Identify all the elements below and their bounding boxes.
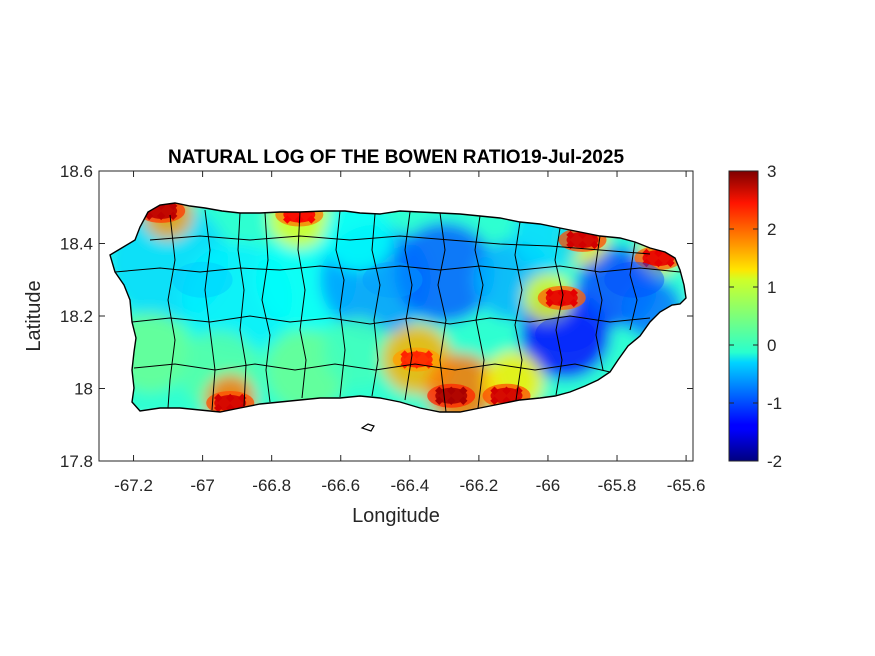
offshore-islet [360, 423, 375, 432]
cool-area-2 [535, 316, 596, 353]
colorbar-tick-label: -1 [767, 394, 782, 413]
hotspot-5 [392, 347, 441, 372]
x-tick-label: -66.6 [321, 476, 360, 495]
municipal-boundaries [114, 209, 681, 413]
x-tick-label: -66.2 [460, 476, 499, 495]
y-tick-label: 18.6 [60, 162, 93, 181]
colorbar-tick-label: 0 [767, 336, 776, 355]
colorbar-tick-label: -2 [767, 452, 782, 471]
colorbar-ticks: 3 2 1 0 -1 -2 [729, 162, 782, 471]
x-tick-label: -65.6 [667, 476, 706, 495]
colorbar-tick-label: 1 [767, 278, 776, 297]
colorbar-tick-label: 2 [767, 220, 776, 239]
x-tick-label: -66.4 [390, 476, 429, 495]
x-axis-label: Longitude [352, 505, 440, 527]
y-axis-ticks: 17.8 18 18.2 18.4 18.6 [60, 162, 693, 471]
y-tick-label: 18.4 [60, 235, 93, 254]
y-tick-label: 17.8 [60, 452, 93, 471]
y-axis-label: Latitude [23, 280, 45, 351]
colorbar-tick-label: 3 [767, 162, 776, 181]
hotspot-6 [537, 285, 586, 310]
x-axis-ticks: -67.2 -67 -66.8 -66.6 -66.4 -66.2 -66 -65.8 -65.… [114, 171, 705, 495]
cool-area-1 [362, 261, 423, 298]
x-tick-label: -67 [190, 476, 215, 495]
x-tick-label: -66 [536, 476, 561, 495]
cool-area-0 [172, 261, 233, 298]
colorbar [728, 170, 759, 462]
x-tick-label: -66.8 [252, 476, 291, 495]
y-tick-label: 18.2 [60, 307, 93, 326]
cool-area-3 [604, 261, 665, 298]
hotspot-3 [427, 383, 476, 408]
x-tick-label: -67.2 [114, 476, 153, 495]
coastline [109, 202, 687, 413]
y-tick-label: 18 [74, 380, 93, 399]
x-tick-label: -65.8 [598, 476, 637, 495]
chart-title: NATURAL LOG OF THE BOWEN RATIO19-Jul-202… [168, 147, 624, 168]
